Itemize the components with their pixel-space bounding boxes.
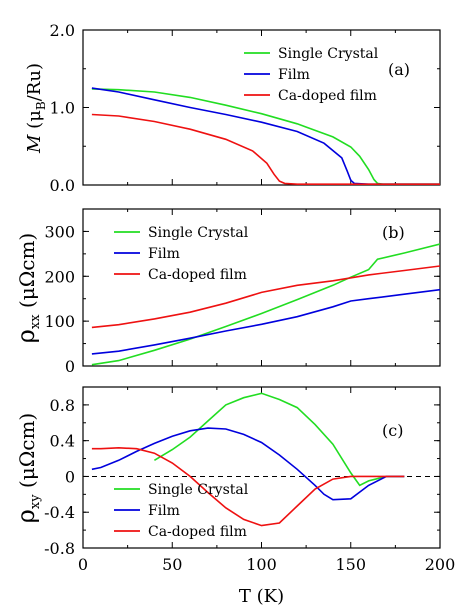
legend-label: Single Crystal [278,46,379,62]
series-line-film [91,87,440,185]
legend-label: Ca-doped film [278,88,377,104]
y-tick-label: -0.4 [44,503,75,522]
y-axis-unit-close: /Ru) [24,63,45,101]
y-tick-label: 300 [44,222,75,241]
y-axis-subscript: B [34,101,48,110]
x-tick-label: 0 [78,555,88,574]
series-line-ca-doped-film [91,446,405,527]
x-tick-label: 150 [335,555,366,574]
y-tick-label: 1.0 [50,99,75,118]
y-axis-subscript: xy [28,494,43,509]
y-tick-label: 0 [65,357,75,376]
y-tick-label: 2.0 [50,21,75,40]
legend-label: Film [278,67,310,83]
panel-label: (b) [382,223,405,242]
y-axis-unit: (μΩcm) [15,233,39,315]
legend-label: Film [148,503,180,519]
y-tick-label: 0.0 [50,176,75,195]
y-tick-label: 0.8 [50,396,75,415]
panel-c: 0.8 0.4 0 -0.4 -0.8 Single Crystal Film Ca-dope… [12,386,456,607]
series-line-ca-doped-film [91,265,440,329]
legend-label: Ca-doped film [148,267,247,283]
y-axis-label: ρxy (μΩcm) [12,413,43,524]
y-axis-label: ρxx (μΩcm) [12,233,43,344]
y-tick-label: 100 [44,312,75,331]
y-tick-label: 0 [65,467,75,486]
panel-a: 0.0 1.0 2.0 Single Crystal Film Ca-doped film… [24,21,441,195]
series-line-single-crystal [153,392,405,487]
y-axis-symbol: ρ [12,329,40,343]
panel-b: 0 100 200 300 Single Crystal Film Ca-doped fil… [12,208,441,376]
y-axis-symbol: ρ [12,509,40,523]
y-axis-unit: (μΩcm) [15,413,39,495]
legend-label: Single Crystal [148,225,249,241]
y-tick-label: -0.8 [44,539,75,558]
y-axis-unit-open: (μ [24,110,45,135]
series-line-single-crystal [91,243,440,366]
series-line-single-crystal [91,88,440,185]
panel-label: (c) [382,421,403,440]
x-tick-label: 100 [246,555,277,574]
y-tick-label: 200 [44,267,75,286]
series-line-film [91,288,440,355]
y-axis-label: M (μB/Ru) [24,63,48,154]
series-line-ca-doped-film [91,113,440,185]
x-tick-label: 50 [162,555,182,574]
plot-frame [82,386,441,549]
x-axis-label: T (K) [239,586,284,607]
legend-label: Film [148,246,180,262]
y-axis-subscript: xx [28,314,43,329]
panel-label: (a) [388,60,410,79]
legend-label: Ca-doped film [148,524,247,540]
legend-label: Single Crystal [148,482,249,498]
y-axis-symbol: M [24,134,45,154]
y-tick-label: 0.4 [50,432,75,451]
x-tick-label: 200 [425,555,456,574]
